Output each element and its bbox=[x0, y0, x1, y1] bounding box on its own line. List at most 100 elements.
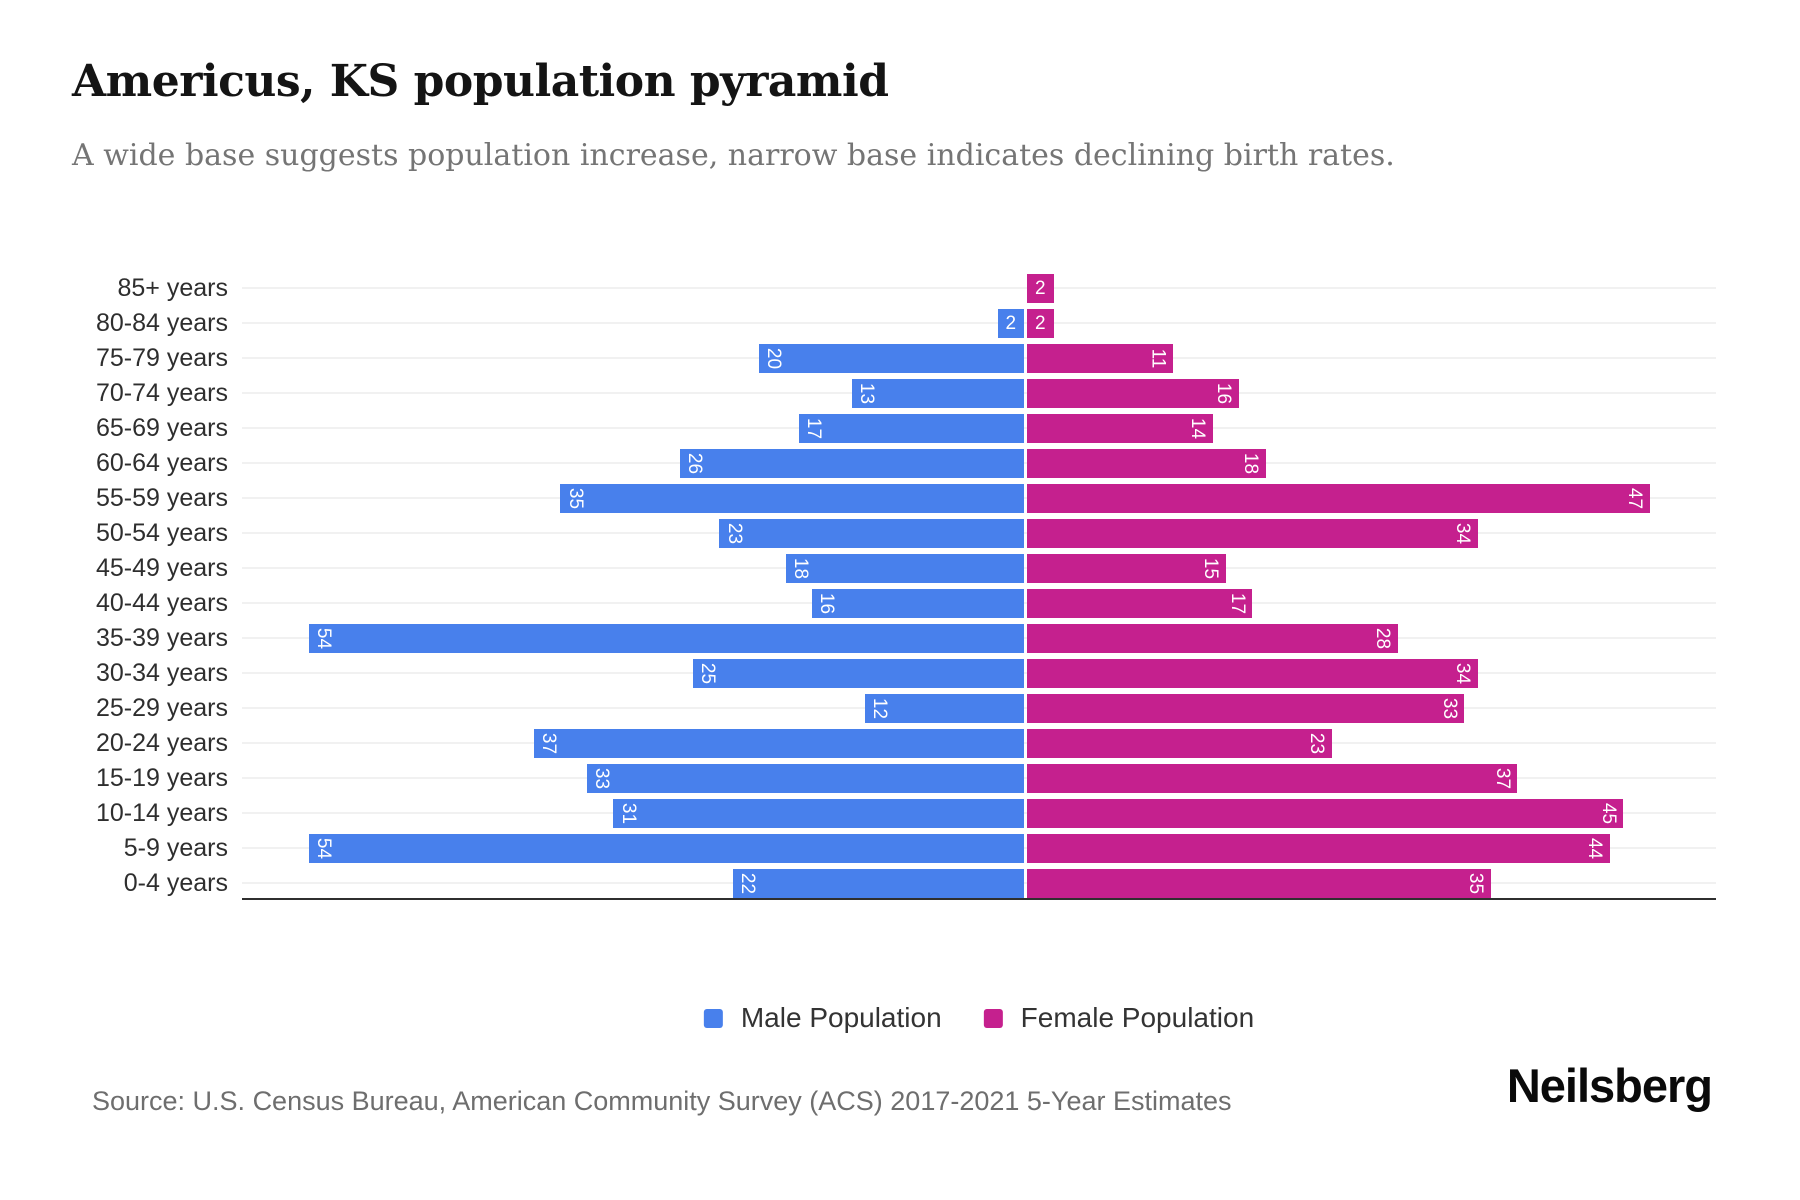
female-bar-value: 47 bbox=[1624, 487, 1646, 509]
male-bar[interactable]: 54 bbox=[308, 623, 1024, 653]
age-axis-label: 30-34 years bbox=[95, 658, 228, 687]
age-axis-label: 60-64 years bbox=[95, 448, 228, 477]
age-axis-label: 5-9 years bbox=[123, 833, 228, 862]
source-text: Source: U.S. Census Bureau, American Com… bbox=[92, 1086, 1232, 1116]
female-bar[interactable]: 17 bbox=[1027, 588, 1253, 618]
female-bar-value: 18 bbox=[1239, 452, 1261, 474]
male-bar[interactable]: 22 bbox=[732, 868, 1024, 898]
male-bar[interactable]: 20 bbox=[759, 343, 1024, 373]
female-bar-value: 34 bbox=[1451, 662, 1473, 684]
legend: Male Population Female Population bbox=[703, 1002, 1255, 1034]
male-bar-value: 13 bbox=[856, 382, 878, 404]
female-bar[interactable]: 14 bbox=[1027, 413, 1213, 443]
age-axis-label: 70-74 years bbox=[95, 378, 228, 407]
male-bar[interactable]: 54 bbox=[308, 833, 1024, 863]
female-bar[interactable]: 47 bbox=[1027, 483, 1650, 513]
female-bar-value: 14 bbox=[1186, 417, 1208, 439]
x-axis-line bbox=[242, 898, 1716, 900]
gridline bbox=[242, 287, 1716, 289]
female-bar[interactable]: 34 bbox=[1027, 518, 1478, 548]
male-bar-value: 33 bbox=[591, 767, 613, 789]
legend-item-male[interactable]: Male Population bbox=[703, 1002, 942, 1034]
female-bar-value: 34 bbox=[1451, 522, 1473, 544]
male-bar-value: 18 bbox=[789, 557, 811, 579]
female-bar-value: 45 bbox=[1597, 802, 1619, 824]
female-bar[interactable]: 44 bbox=[1027, 833, 1610, 863]
male-bar[interactable]: 33 bbox=[586, 763, 1024, 793]
female-bar[interactable]: 33 bbox=[1027, 693, 1465, 723]
female-bar[interactable]: 2 bbox=[1027, 273, 1054, 303]
age-axis-label: 55-59 years bbox=[95, 483, 228, 512]
female-bar-value: 11 bbox=[1147, 348, 1169, 368]
female-bar-value: 16 bbox=[1213, 382, 1235, 404]
female-bar[interactable]: 2 bbox=[1027, 308, 1054, 338]
female-bar-value: 15 bbox=[1200, 557, 1222, 579]
age-axis-label: 20-24 years bbox=[95, 728, 228, 757]
female-bar-value: 33 bbox=[1438, 697, 1460, 719]
male-bar[interactable]: 17 bbox=[798, 413, 1024, 443]
male-bar[interactable]: 12 bbox=[865, 693, 1024, 723]
male-bar[interactable]: 25 bbox=[692, 658, 1024, 688]
male-bar-value: 16 bbox=[816, 592, 838, 614]
male-bar-value: 23 bbox=[723, 522, 745, 544]
female-bar-value: 23 bbox=[1306, 732, 1328, 754]
age-axis-label: 75-79 years bbox=[95, 343, 228, 372]
female-bar[interactable]: 11 bbox=[1027, 343, 1173, 373]
legend-item-female[interactable]: Female Population bbox=[983, 1002, 1255, 1034]
male-bar[interactable]: 23 bbox=[719, 518, 1024, 548]
male-bar[interactable]: 13 bbox=[851, 378, 1024, 408]
female-bar[interactable]: 28 bbox=[1027, 623, 1398, 653]
female-bar[interactable]: 45 bbox=[1027, 798, 1624, 828]
female-bar-value: 44 bbox=[1584, 837, 1606, 859]
male-bar[interactable]: 26 bbox=[679, 448, 1024, 478]
gridline bbox=[242, 322, 1716, 324]
female-bar-value: 28 bbox=[1372, 627, 1394, 649]
male-bar-value: 37 bbox=[538, 732, 560, 754]
female-bar-value: 2 bbox=[1034, 277, 1046, 299]
female-bar[interactable]: 35 bbox=[1027, 868, 1491, 898]
female-bar-value: 37 bbox=[1491, 767, 1513, 789]
female-bar[interactable]: 34 bbox=[1027, 658, 1478, 688]
female-bar[interactable]: 23 bbox=[1027, 728, 1332, 758]
chart-title: Americus, KS population pyramid bbox=[72, 56, 889, 107]
male-bar-value: 35 bbox=[564, 487, 586, 509]
male-bar-value: 25 bbox=[697, 662, 719, 684]
age-axis-label: 25-29 years bbox=[95, 693, 228, 722]
female-bar-value: 35 bbox=[1465, 872, 1487, 894]
chart-subtitle: A wide base suggests population increase… bbox=[72, 138, 1395, 173]
female-legend-swatch-icon bbox=[983, 1008, 1003, 1028]
age-axis-label: 80-84 years bbox=[95, 308, 228, 337]
male-bar-value: 22 bbox=[736, 872, 758, 894]
male-legend-label: Male Population bbox=[740, 1002, 942, 1033]
male-bar[interactable]: 2 bbox=[997, 308, 1024, 338]
female-bar[interactable]: 15 bbox=[1027, 553, 1226, 583]
male-legend-swatch-icon bbox=[703, 1008, 723, 1028]
age-axis-label: 50-54 years bbox=[95, 518, 228, 547]
female-bar[interactable]: 18 bbox=[1027, 448, 1266, 478]
age-axis-label: 40-44 years bbox=[95, 588, 228, 617]
age-axis-label: 45-49 years bbox=[95, 553, 228, 582]
female-bar[interactable]: 16 bbox=[1027, 378, 1239, 408]
female-bar-value: 17 bbox=[1226, 592, 1248, 614]
female-bar[interactable]: 37 bbox=[1027, 763, 1518, 793]
male-bar-value: 17 bbox=[803, 417, 825, 439]
male-bar[interactable]: 31 bbox=[613, 798, 1024, 828]
male-bar-value: 20 bbox=[763, 347, 785, 369]
male-bar-value: 54 bbox=[312, 627, 334, 649]
male-bar[interactable]: 35 bbox=[560, 483, 1024, 513]
male-bar-value: 12 bbox=[869, 697, 891, 719]
brand-logo: Neilsberg bbox=[1506, 1059, 1713, 1112]
age-axis-label: 0-4 years bbox=[123, 868, 228, 897]
male-bar[interactable]: 16 bbox=[812, 588, 1024, 618]
male-bar[interactable]: 18 bbox=[785, 553, 1024, 583]
age-axis-label: 65-69 years bbox=[95, 413, 228, 442]
age-axis-label: 85+ years bbox=[117, 273, 229, 302]
female-legend-label: Female Population bbox=[1020, 1002, 1255, 1033]
age-axis-label: 10-14 years bbox=[95, 798, 228, 827]
male-bar-value: 26 bbox=[683, 452, 705, 474]
male-bar-value: 54 bbox=[312, 837, 334, 859]
male-bar[interactable]: 37 bbox=[533, 728, 1024, 758]
female-bar-value: 2 bbox=[1034, 312, 1046, 334]
age-axis-label: 15-19 years bbox=[95, 763, 228, 792]
